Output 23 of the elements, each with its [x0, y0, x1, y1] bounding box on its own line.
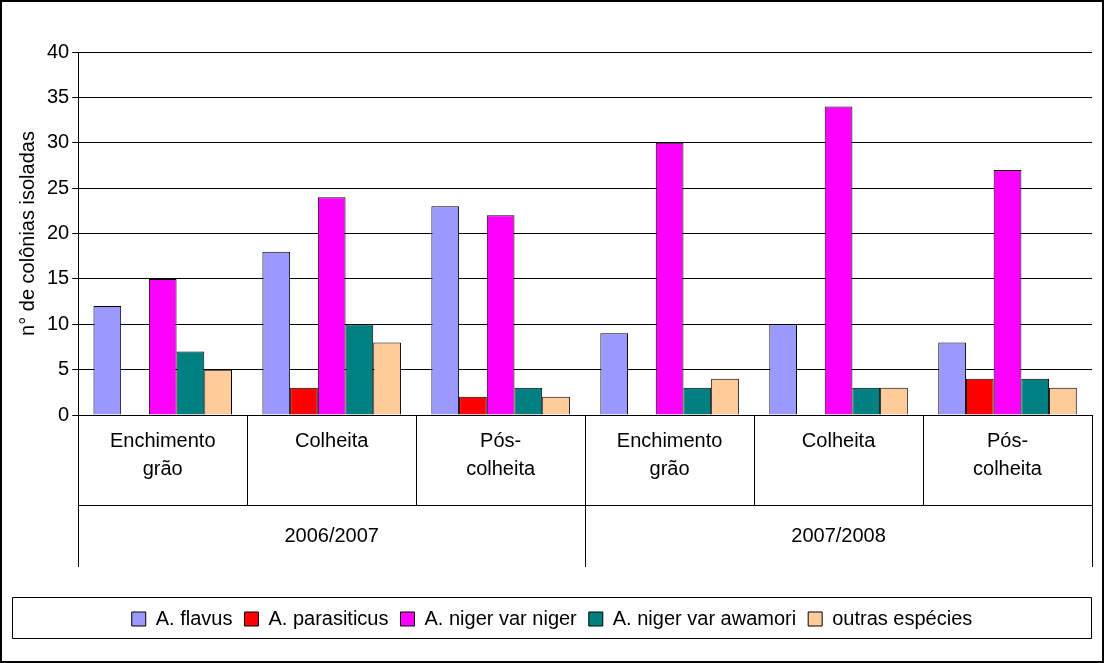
x-tick-label: Pós-colheita [466, 428, 536, 479]
y-tick-label: 40 [47, 39, 70, 62]
legend-label: A. parasiticus [268, 606, 389, 629]
x-tick-label: Pós-colheita [973, 428, 1043, 479]
x-tick-label: Colheita [801, 428, 877, 451]
legend-label: A. niger var awamori [612, 606, 797, 629]
text: 2006/2007 [284, 523, 379, 546]
x-tick-label: Enchimento grão [616, 428, 723, 479]
y-tick-label: 35 [47, 84, 70, 107]
y-tick-label: 15 [47, 266, 70, 289]
y-tick-label: 25 [47, 175, 70, 198]
y-tick-label: 10 [47, 311, 70, 334]
text: 2007/2008 [791, 523, 886, 546]
legend-label: A. flavus [155, 606, 233, 629]
y-tick-label: 30 [47, 130, 70, 153]
y-tick-label: 0 [58, 402, 70, 425]
legend-label: A. niger var niger [424, 606, 578, 629]
x-tick-label: Enchimento grão [109, 428, 216, 479]
y-tick-label: 20 [47, 221, 70, 244]
legend-label: outras espécies [832, 606, 973, 629]
y-axis-title: n° de colônias isoladas [15, 131, 38, 336]
x-tick-label: Colheita [294, 428, 370, 451]
y-tick-label: 5 [58, 357, 70, 380]
